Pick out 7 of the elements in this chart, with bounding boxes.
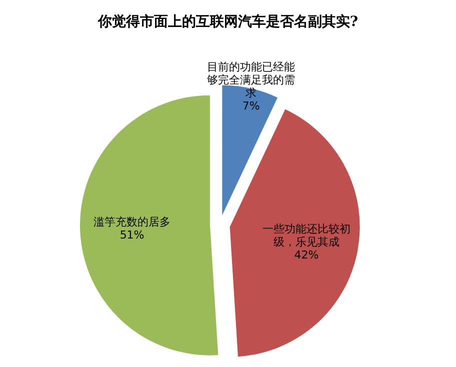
slice-label: 滥竽充数的居多 [94,215,171,228]
slice-label: 目前的功能已经能够完全满足我的需求 [207,60,296,100]
data-label: 42% [294,248,319,262]
data-label: 7% [242,99,260,112]
chart-title: 你觉得市面上的互联网汽车是否名副其实? [96,13,358,30]
slice-label: 一些功能还比较初级，乐见其成 [262,222,350,248]
data-label: 51% [120,228,144,242]
